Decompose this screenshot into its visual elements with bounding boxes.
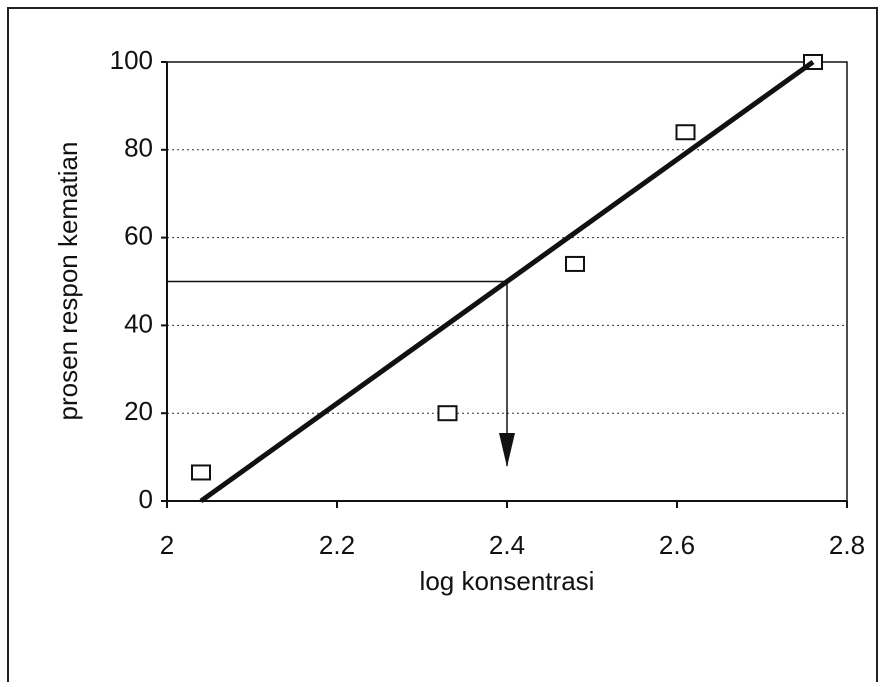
y-tick-label: 0 [139, 484, 153, 514]
x-tick-label: 2.6 [659, 530, 695, 560]
arrow-head [499, 433, 515, 467]
y-axis-title: prosen respon kematian [53, 142, 83, 421]
data-point [677, 125, 695, 139]
y-tick-label: 40 [124, 308, 153, 338]
x-tick-label: 2.8 [829, 530, 865, 560]
data-point [439, 406, 457, 420]
y-tick-label: 100 [110, 45, 153, 75]
y-tick-label: 60 [124, 220, 153, 250]
data-point [566, 257, 584, 271]
annotation-arrow [167, 282, 507, 467]
data-point [192, 465, 210, 479]
chart: log konsentrasi prosen respon kematian 0… [0, 0, 885, 682]
y-tick-label: 80 [124, 133, 153, 163]
x-axis-title: log konsentrasi [420, 566, 595, 596]
x-tick-label: 2 [160, 530, 174, 560]
x-tick-label: 2.2 [319, 530, 355, 560]
x-tick-label: 2.4 [489, 530, 525, 560]
y-tick-label: 20 [124, 396, 153, 426]
